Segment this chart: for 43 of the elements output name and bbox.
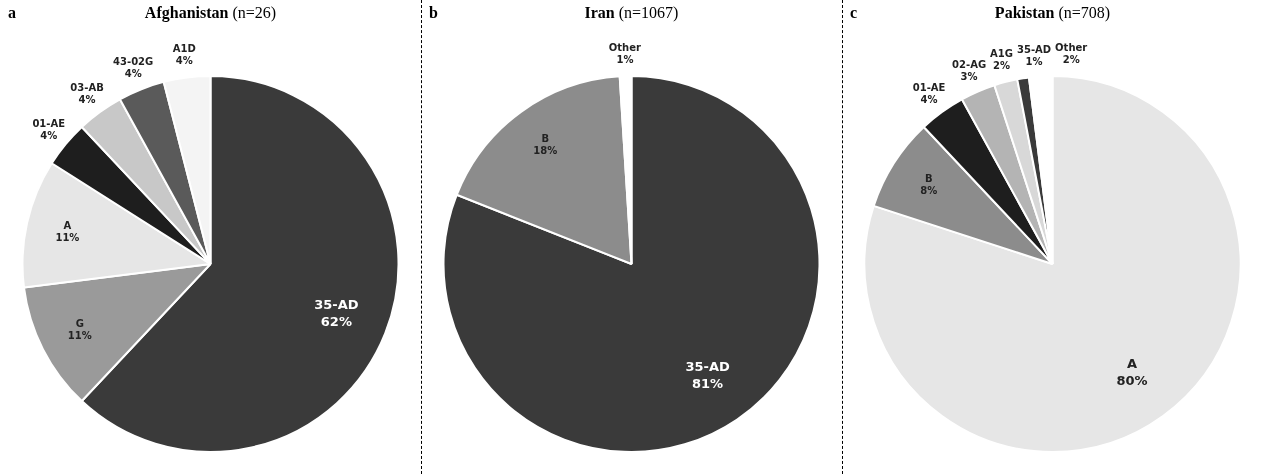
data-label: 80% [1116,373,1148,389]
slice-label: A1G [990,48,1014,60]
data-label: 11% [67,330,92,342]
slice-label: 35-AD [1017,44,1052,56]
slice-label: 35-AD [314,296,359,312]
data-label: 1% [616,53,634,65]
chart-subtitle: (n=26) [232,4,277,21]
slice-label: 02-AG [952,58,987,70]
chart-title: Iran [584,4,615,21]
slice-label: Other [608,41,642,53]
chart-title: Pakistan [994,4,1055,21]
data-label: 4% [78,93,96,105]
text: a [8,4,16,22]
slice-label: B [541,132,550,144]
text: c [850,4,858,22]
data-label: 2% [1062,54,1080,66]
data-label: 4% [40,129,58,141]
data-label: 18% [533,144,558,156]
chart-subtitle: (n=1067) [618,4,679,21]
data-label: 8% [920,185,938,197]
slice-label: A1D [172,43,196,55]
slice-label: B [924,173,933,185]
slice-label: 35-AD [685,358,730,374]
data-label: 4% [175,55,193,67]
data-label: 11% [55,231,80,243]
slice-label: Other [1055,42,1088,54]
data-label: 4% [124,68,142,80]
chart-title: Afghanistan [144,4,229,21]
data-label: 3% [960,70,978,82]
chart-subtitle: (n=708) [1058,4,1111,21]
slice-label: 43-02G [113,56,154,68]
data-label: 81% [692,375,724,391]
data-label: 2% [993,60,1011,72]
slice-label: 01-AE [32,117,66,129]
text: b [429,4,438,22]
slice-label: A [63,219,72,231]
data-label: 62% [320,313,352,329]
slice-label: G [75,318,84,330]
slice-label: 03-AB [70,81,104,93]
data-label: 1% [1025,56,1043,68]
slice-label: A [1127,356,1138,372]
slice-label: 01-AE [912,81,946,93]
data-label: 4% [920,93,938,105]
